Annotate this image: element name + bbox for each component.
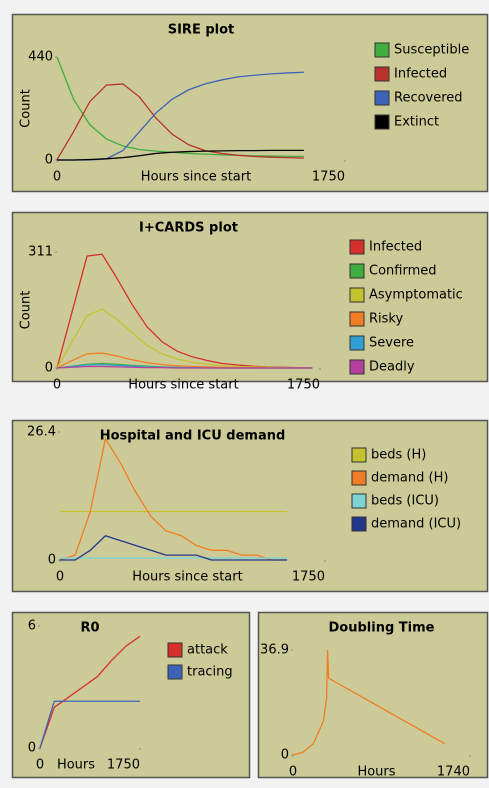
x-tick-label: 0 [56, 570, 64, 585]
x-tick-label: 1740 [437, 765, 470, 780]
legend-label: Asymptomatic [369, 288, 463, 303]
legend-swatch [351, 470, 367, 486]
y-tick-label: 0 [45, 153, 53, 168]
plot-panel [257, 611, 489, 779]
legend-swatch [374, 114, 390, 130]
y-tick-label: 6 [28, 619, 36, 634]
y-tick-label: 0 [45, 361, 53, 376]
legend-label: beds (H) [371, 448, 426, 463]
legend-label: Infected [394, 67, 447, 82]
y-tick-label: 0 [28, 741, 36, 756]
legend-label: beds (ICU) [371, 494, 439, 509]
series-line [39, 635, 141, 749]
x-tick-label: 0 [289, 765, 297, 780]
legend-label: Recovered [394, 91, 463, 106]
x-tick-label: 0 [53, 378, 61, 393]
legend-label: Extinct [394, 115, 439, 130]
x-tick-label: 1750 [312, 170, 345, 185]
legend-label: Severe [369, 336, 414, 351]
x-axis-label: Hours [57, 758, 95, 773]
legend-swatch [374, 66, 390, 82]
y-tick-label: 311 [28, 245, 53, 260]
plot-title: Doubling Time [329, 621, 435, 636]
y-tick-label: 0 [48, 553, 56, 568]
series-line [57, 149, 304, 161]
plot-title: I+CARDS plot [139, 221, 238, 236]
legend-swatch [349, 239, 365, 255]
legend-swatch [351, 516, 367, 532]
legend-swatch [349, 287, 365, 303]
legend-label: Deadly [369, 360, 415, 375]
y-axis-label: Count [19, 291, 34, 330]
plot-title: Hospital and ICU demand [100, 429, 286, 444]
legend-swatch [374, 90, 390, 106]
legend-label: demand (H) [371, 471, 448, 486]
x-tick-label: 1750 [292, 570, 325, 585]
legend-swatch [351, 493, 367, 509]
legend-swatch [167, 664, 183, 680]
x-tick-label: 0 [53, 170, 61, 185]
x-axis-label: Hours since start [132, 570, 242, 585]
series-line [60, 535, 288, 561]
legend-label: Infected [369, 240, 422, 255]
plot-title: SIRE plot [168, 23, 235, 38]
legend-label: attack [187, 643, 228, 658]
y-tick-label: 26.4 [27, 425, 56, 440]
plot-panel [11, 13, 489, 193]
legend-swatch [349, 335, 365, 351]
x-axis-label: Hours [357, 765, 395, 780]
x-axis-label: Hours since start [128, 378, 238, 393]
legend-label: Susceptible [394, 43, 469, 58]
y-tick-label: 0 [281, 748, 289, 763]
series-line [56, 308, 313, 369]
series-line [292, 649, 445, 756]
legend-swatch [374, 42, 390, 58]
plot-panel [11, 611, 251, 779]
series-line [56, 83, 304, 160]
legend-label: tracing [187, 665, 233, 680]
series-line [39, 700, 140, 749]
series-line [56, 56, 304, 158]
x-tick-label: 1750 [107, 758, 140, 773]
series-line [59, 437, 288, 561]
y-axis-label: Count [19, 89, 34, 128]
y-tick-label: 36.9 [260, 643, 289, 658]
x-tick-label: 0 [36, 758, 44, 773]
x-tick-label: 1750 [287, 378, 320, 393]
legend-swatch [167, 642, 183, 658]
legend-swatch [349, 263, 365, 279]
legend-swatch [349, 311, 365, 327]
legend-label: Risky [369, 312, 403, 327]
legend-swatch [349, 359, 365, 375]
series-line [56, 365, 313, 369]
y-tick-label: 440 [28, 50, 53, 65]
legend-label: demand (ICU) [371, 517, 461, 532]
x-axis-label: Hours since start [141, 170, 251, 185]
legend-swatch [351, 447, 367, 463]
plot-title: R0 [80, 621, 99, 636]
legend-label: Confirmed [369, 264, 437, 279]
